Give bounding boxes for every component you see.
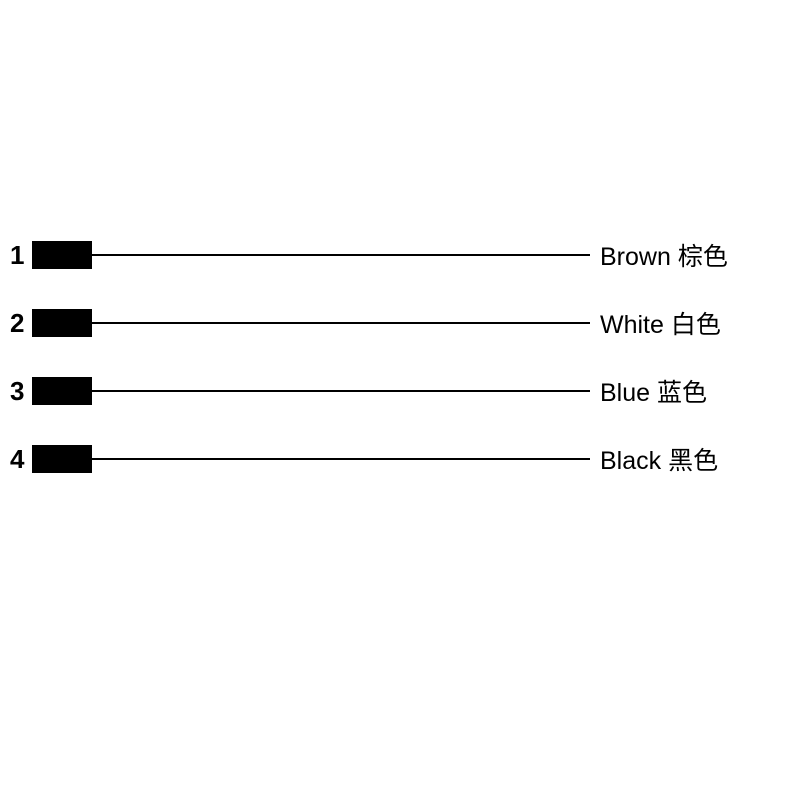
wire-row-4: 4 Black 黑色 <box>0 444 800 474</box>
wire-row-3: 3 Blue 蓝色 <box>0 376 800 406</box>
connector-block <box>32 445 92 473</box>
wire-row-2: 2 White 白色 <box>0 308 800 338</box>
wire-line <box>92 390 590 392</box>
wire-line <box>92 322 590 324</box>
wire-row-1: 1 Brown 棕色 <box>0 240 800 270</box>
color-label: Brown 棕色 <box>600 237 728 273</box>
color-label-cn: 蓝色 <box>657 379 707 407</box>
color-label-en: Brown <box>600 243 671 271</box>
wire-line <box>92 254 590 256</box>
color-label: White 白色 <box>600 305 721 341</box>
color-label: Black 黑色 <box>600 441 718 477</box>
wire-line <box>92 458 590 460</box>
color-label-cn: 白色 <box>671 311 721 339</box>
connector-block <box>32 377 92 405</box>
color-label: Blue 蓝色 <box>600 373 707 409</box>
color-label-en: Blue <box>600 379 650 407</box>
color-label-cn: 棕色 <box>678 243 728 271</box>
pin-number: 2 <box>0 308 28 339</box>
wiring-diagram: 1 Brown 棕色 2 White 白色 3 Blue 蓝色 4 Black … <box>0 240 800 512</box>
connector-block <box>32 309 92 337</box>
connector-block <box>32 241 92 269</box>
pin-number: 4 <box>0 444 28 475</box>
color-label-en: White <box>600 311 664 339</box>
pin-number: 3 <box>0 376 28 407</box>
color-label-cn: 黑色 <box>668 447 718 475</box>
color-label-en: Black <box>600 447 661 475</box>
pin-number: 1 <box>0 240 28 271</box>
